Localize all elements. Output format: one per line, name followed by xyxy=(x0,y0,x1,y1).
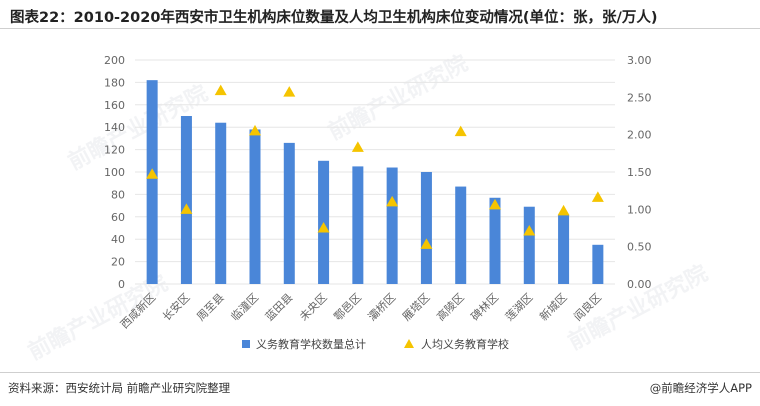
x-tick-label: 蓝田县 xyxy=(263,291,296,324)
bar xyxy=(489,197,501,284)
x-tick-label: 莲湖区 xyxy=(503,291,536,324)
y-left-tick-label: 20 xyxy=(111,256,125,269)
bar xyxy=(352,166,364,284)
x-tick-label: 长安区 xyxy=(159,290,192,323)
marker-point xyxy=(454,125,467,137)
marker-point xyxy=(146,168,159,179)
y-left-tick-label: 0 xyxy=(118,278,125,291)
bar xyxy=(592,244,604,284)
x-tick-label: 碑林区 xyxy=(468,290,501,323)
legend: 义务教育学校数量总计 人均义务教育学校 xyxy=(242,337,509,351)
x-tick-label: 阎良区 xyxy=(571,290,604,323)
y-left-tick-label: 60 xyxy=(111,211,125,224)
bar xyxy=(146,80,158,284)
bar xyxy=(558,214,570,284)
x-tick-label: 灞桥区 xyxy=(366,291,399,324)
title-divider xyxy=(0,28,760,29)
x-tick-label: 西咸新区 xyxy=(117,290,158,331)
marker-point xyxy=(523,224,536,236)
marker-point xyxy=(283,86,296,97)
y-right-tick-label: 0.50 xyxy=(627,241,652,254)
marker-point xyxy=(351,141,364,152)
x-tick-label: 临潼区 xyxy=(228,290,261,323)
x-tick-label: 高陵区 xyxy=(434,290,467,323)
marker-point xyxy=(420,238,433,249)
x-tick-label: 周至县 xyxy=(194,291,227,324)
y-right-tick-label: 0.00 xyxy=(627,278,652,291)
marker-series xyxy=(146,84,604,249)
legend-swatch-marker xyxy=(404,339,414,348)
bar xyxy=(215,122,227,284)
x-tick-label: 鄠邑区 xyxy=(331,291,364,324)
marker-point xyxy=(557,204,570,216)
y-right-tick-label: 1.00 xyxy=(627,203,652,216)
bar xyxy=(420,172,432,284)
y-right-tick-label: 1.50 xyxy=(627,166,652,179)
y-right-tick-label: 2.00 xyxy=(627,129,652,142)
marker-point xyxy=(591,191,604,202)
bar xyxy=(386,167,398,284)
legend-label: 人均义务教育学校 xyxy=(421,337,509,351)
bar-series xyxy=(146,80,604,284)
y-left-tick-label: 140 xyxy=(104,121,125,134)
footer-divider xyxy=(0,372,760,373)
y-left-tick-label: 100 xyxy=(104,166,125,179)
marker-point xyxy=(489,198,501,210)
bar xyxy=(180,116,192,284)
y-left-tick-label: 160 xyxy=(104,99,125,112)
marker-point xyxy=(249,124,261,136)
y-left-tick-label: 120 xyxy=(104,144,125,157)
bar-scatter-chart: 0 20 40 60 80 100 120 140 160 180 200 0.00 0.50 1.00 1… xyxy=(104,54,652,351)
bar xyxy=(523,206,535,284)
bar xyxy=(249,129,261,284)
x-tick-label: 未央区 xyxy=(297,291,330,324)
chart-title: 图表22：2010-2020年西安市卫生机构床位数量及人均卫生机构床位变动情况(… xyxy=(10,10,658,26)
y-left-tick-label: 40 xyxy=(111,233,125,246)
brand-label: @前瞻经济学人APP xyxy=(649,381,752,395)
y-right-tick-label: 3.00 xyxy=(627,54,652,67)
legend-swatch-bar xyxy=(242,340,250,348)
y-left-tick-label: 80 xyxy=(111,188,125,201)
legend-label: 义务教育学校数量总计 xyxy=(256,337,366,351)
marker-point xyxy=(317,222,330,233)
marker-point xyxy=(214,84,227,96)
y-left-tick-label: 180 xyxy=(104,76,125,89)
bar xyxy=(455,186,467,284)
x-tick-label: 新城区 xyxy=(536,290,569,323)
source-note: 资料来源：西安统计局 前瞻产业研究院整理 xyxy=(8,381,231,395)
x-tick-label: 雁塔区 xyxy=(400,291,433,324)
y-left-tick-label: 200 xyxy=(104,54,125,67)
marker-point xyxy=(180,203,193,214)
marker-point xyxy=(386,195,399,207)
y-right-tick-label: 2.50 xyxy=(627,91,652,104)
bar xyxy=(283,142,295,284)
grid-lines xyxy=(135,59,615,285)
